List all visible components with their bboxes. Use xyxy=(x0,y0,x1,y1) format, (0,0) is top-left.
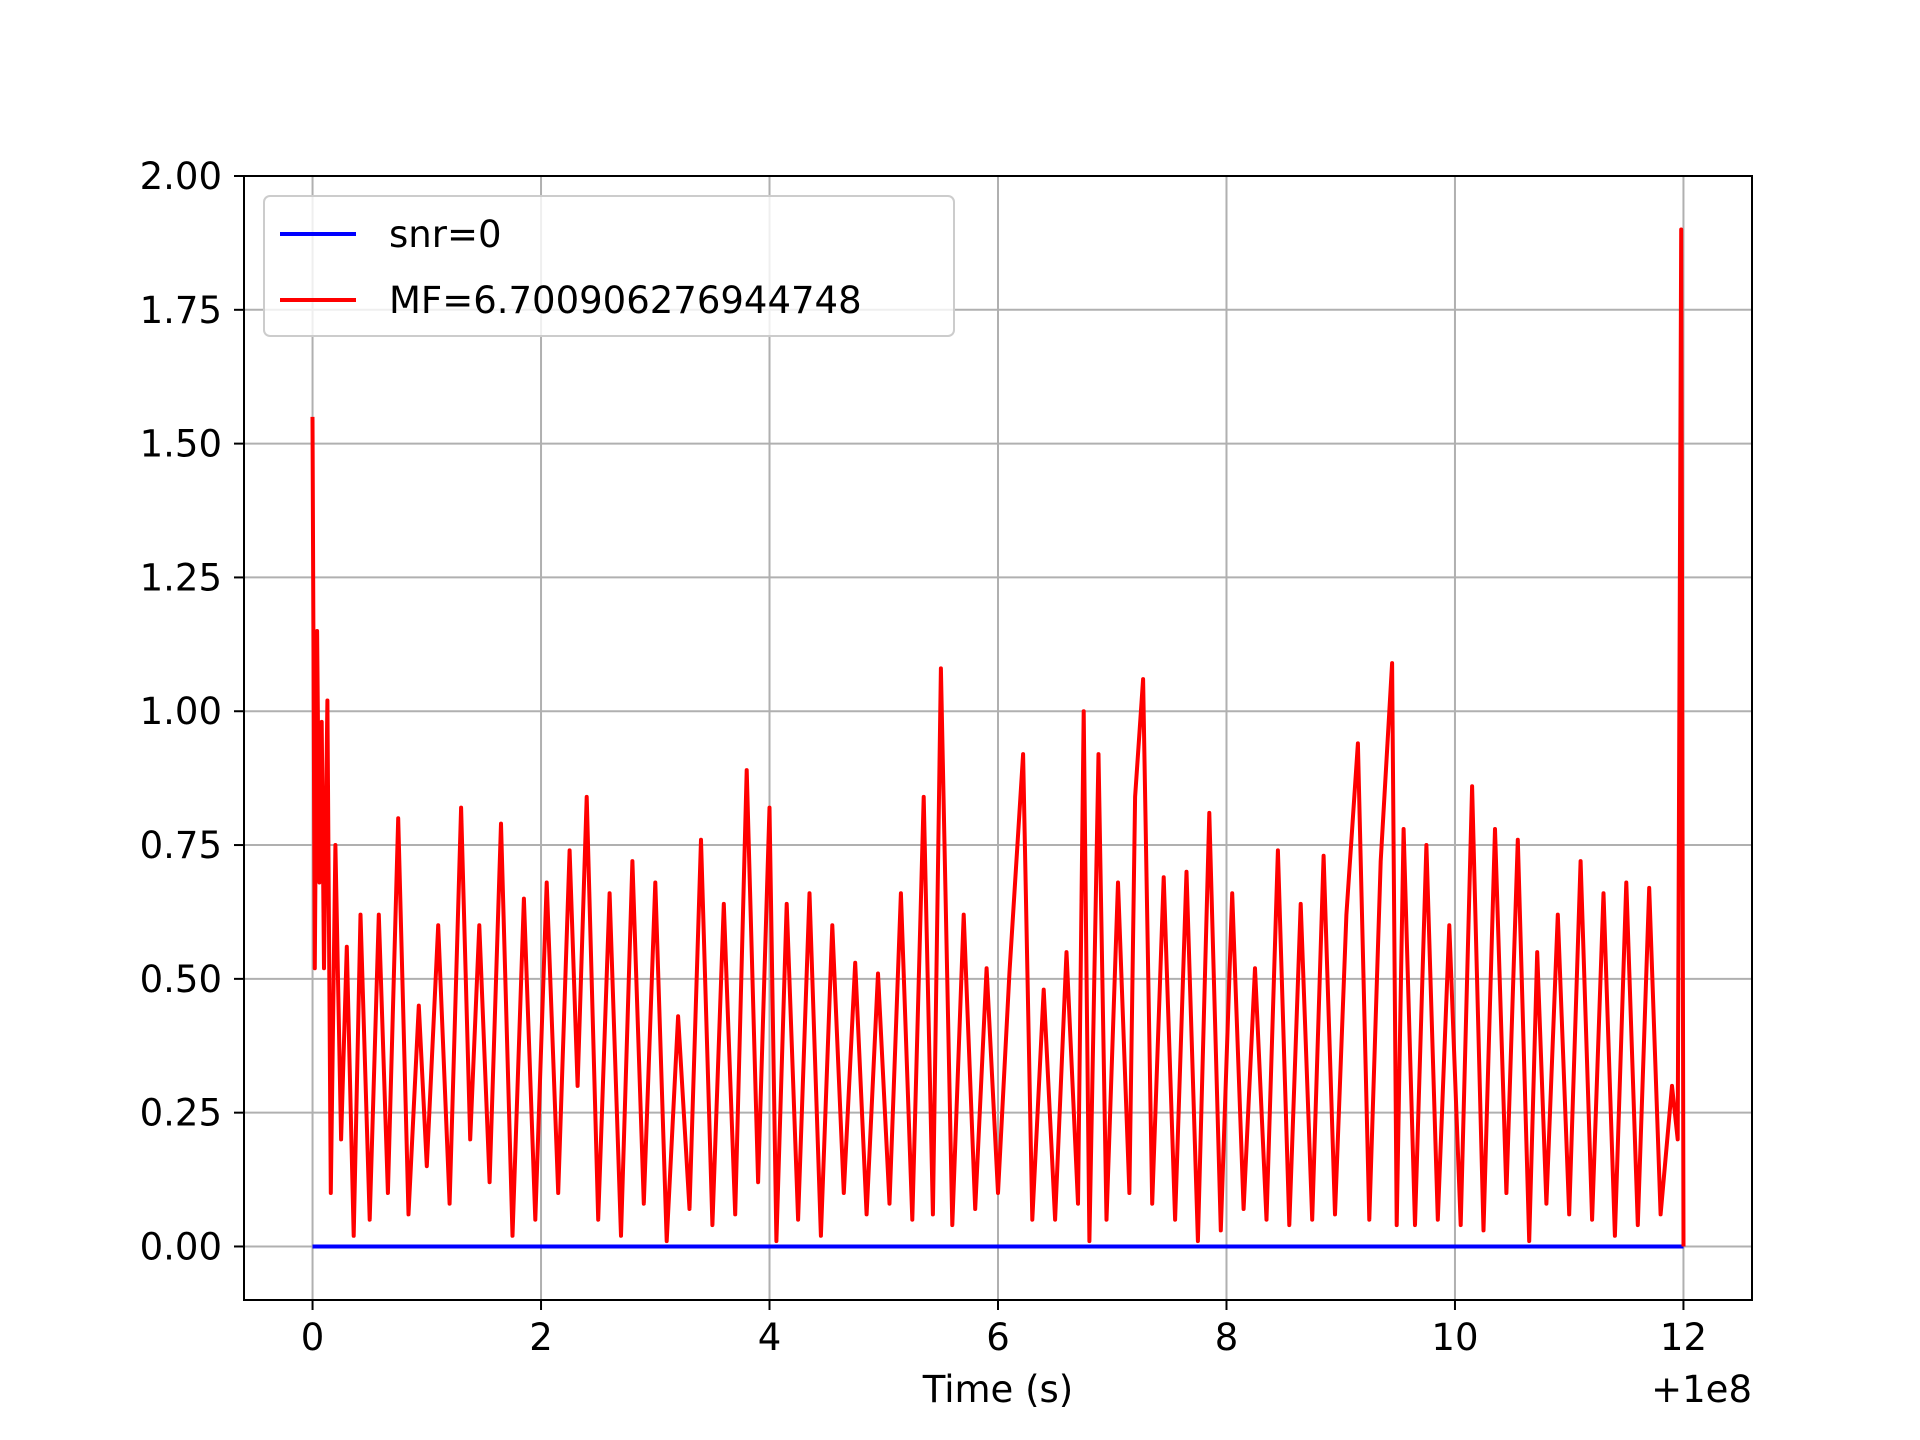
x-tick-label: 10 xyxy=(1431,1316,1478,1359)
x-tick-label: 8 xyxy=(1215,1316,1239,1359)
series-line-mf xyxy=(310,227,1686,1247)
legend-label-snr: snr=0 xyxy=(389,213,501,256)
y-tick-label: 1.50 xyxy=(140,423,222,466)
y-tick-label: 1.75 xyxy=(140,289,222,332)
grid-lines xyxy=(244,175,1752,1300)
y-tick-label: 0.75 xyxy=(140,824,222,867)
legend-box xyxy=(263,195,955,337)
y-tick-label: 1.25 xyxy=(140,556,222,599)
y-tick-label: 0.00 xyxy=(140,1225,222,1268)
legend-label-mf: MF=6.700906276944748 xyxy=(389,279,862,322)
x-axis-offset-label: +1e8 xyxy=(1651,1368,1752,1411)
y-tick-label: 0.25 xyxy=(140,1092,222,1135)
y-tick-label: 2.00 xyxy=(140,155,222,198)
axis-ticks: 0 2 4 6 8 10 12 0.00 0.25 0.50 0.75 1.00 1.25 1.50 1.7… xyxy=(140,155,1707,1359)
y-tick-label: 1.00 xyxy=(140,690,222,733)
y-tick-label: 0.50 xyxy=(140,958,222,1001)
x-axis-label: Time (s) xyxy=(922,1368,1073,1411)
series-lines xyxy=(310,227,1686,1249)
x-tick-label: 0 xyxy=(301,1316,325,1359)
x-tick-label: 6 xyxy=(986,1316,1010,1359)
x-tick-label: 4 xyxy=(758,1316,782,1359)
x-tick-label: 12 xyxy=(1660,1316,1707,1359)
x-tick-label: 2 xyxy=(529,1316,553,1359)
legend: snr=0 MF=6.700906276944748 xyxy=(263,195,955,337)
